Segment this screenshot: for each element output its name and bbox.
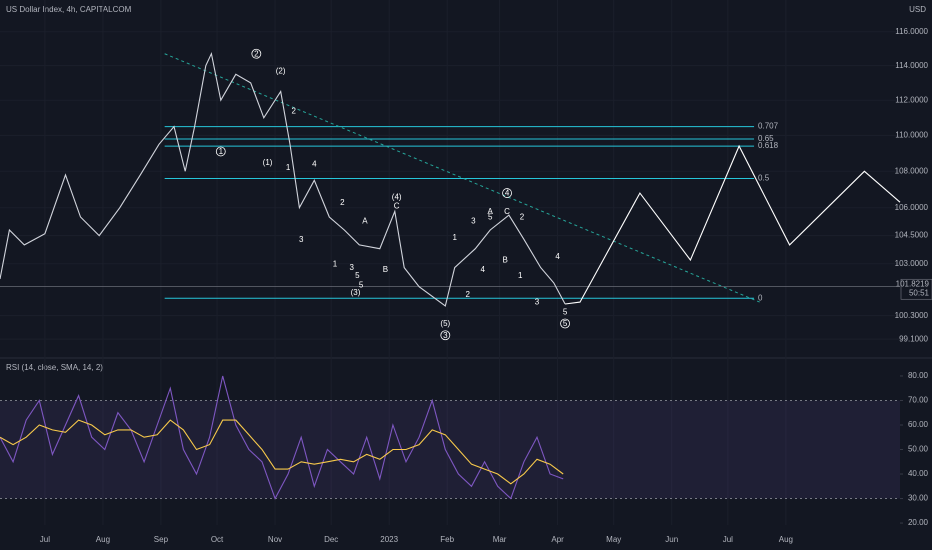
x-tick-label: Nov [268,535,282,544]
y-tick-label: 110.0000 [895,131,928,140]
x-tick-label: 2023 [380,535,398,544]
fib-label: 0.707 [758,122,779,131]
wave-circle [502,188,512,198]
fib-label: 0.618 [758,141,779,150]
wave-circle [215,146,226,157]
wave-label: C [504,207,510,216]
wave-label: 2 [466,290,471,299]
rsi-tick-label: 60.00 [908,420,929,429]
wave-label: 3 [471,216,476,225]
wave-circle [251,48,262,59]
x-tick-label: Feb [440,535,454,544]
y-tick-label: 100.3000 [895,311,929,320]
fib-label: 0.5 [758,174,770,183]
x-tick-label: Apr [551,535,564,544]
wave-label: 3 [443,331,448,340]
x-tick-label: Sep [154,535,169,544]
x-tick-label: Aug [96,535,110,544]
rsi-title: RSI (14, close, SMA, 14, 2) [6,363,103,372]
fib-label: 0 [758,293,763,302]
wave-label: 4 [481,265,486,274]
last-price-tag [900,278,932,300]
line-series [565,144,901,305]
line-series [0,51,566,307]
wave-label: 1 [518,271,523,280]
wave-circle [560,318,570,329]
wave-label: (4) [392,192,402,201]
rsi-tick-label: 40.00 [908,469,929,478]
wave-label: A [488,207,494,216]
wave-label: 3 [535,298,540,307]
wave-circle [440,330,451,341]
rsi-tick-label: 70.00 [908,396,929,405]
x-tick-label: Oct [211,535,224,544]
x-tick-label: Jul [40,535,50,544]
y-tick-label: 103.0000 [895,259,929,268]
y-tick-label: 106.0000 [895,203,929,212]
wave-label: 5 [355,271,360,280]
y-tick-label: 112.0000 [895,95,928,104]
wave-label: 2 [254,49,259,58]
wave-label: 4 [312,160,317,169]
wave-label: (3) [351,288,361,297]
x-tick-label: Aug [779,535,793,544]
rsi-band [0,400,900,499]
y-tick-label: 116.0000 [895,27,928,36]
wave-label: 4 [505,189,510,198]
x-tick-label: Mar [493,535,507,544]
rsi-tick-label: 50.00 [908,445,929,454]
last-price-label: 101.8219 [896,279,930,288]
wave-label: B [503,256,508,265]
rsi-tick-label: 20.00 [908,518,929,527]
y-tick-label: 108.0000 [895,166,929,175]
x-tick-label: Jul [723,535,733,544]
y-tick-label: 104.5000 [895,231,929,240]
wave-label: 4 [555,252,560,261]
rsi-tick-label: 30.00 [908,494,929,503]
wave-label: (5) [440,319,450,328]
x-tick-label: May [606,535,621,544]
wave-label: 5 [563,307,568,316]
wave-label: 1 [286,163,291,172]
x-tick-label: Dec [324,535,338,544]
line-series [0,419,564,485]
wave-label: 2 [292,106,297,115]
wave-label: 1 [219,147,224,156]
wave-label: 2 [520,213,525,222]
wave-label: (2) [276,66,286,75]
wave-label: 1 [333,259,338,268]
wave-label: 2 [340,198,345,207]
fib-label: 0.65 [758,134,774,143]
wave-label: A [362,216,368,225]
wave-label: 1 [452,233,457,242]
wave-label: C [394,202,400,211]
y-tick-label: 99.1000 [899,334,928,343]
countdown-label: 50:51 [909,288,930,297]
y-tick-label: 114.0000 [895,61,928,70]
wave-label: 3 [299,235,304,244]
currency-label: USD [909,5,926,14]
wave-label: 3 [350,263,355,272]
wave-label: 5 [563,319,568,328]
wave-label: 5 [359,280,364,289]
chart-title: US Dollar Index, 4h, CAPITALCOM [6,5,132,14]
wave-label: (1) [263,158,273,167]
wave-label: B [383,265,388,274]
x-tick-label: Jun [665,535,678,544]
rsi-tick-label: 80.00 [908,371,929,380]
wave-label: 5 [488,213,493,222]
line-series [0,375,564,500]
